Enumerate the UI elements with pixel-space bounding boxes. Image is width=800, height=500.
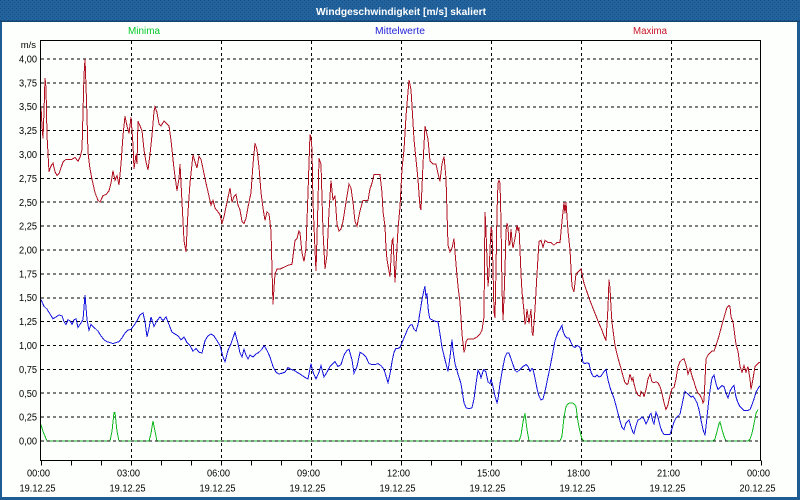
- svg-text:3,50: 3,50: [19, 102, 37, 113]
- svg-text:00:00: 00:00: [27, 469, 50, 480]
- svg-text:3,75: 3,75: [19, 78, 37, 89]
- svg-text:19.12.25: 19.12.25: [290, 484, 326, 495]
- svg-text:06:00: 06:00: [207, 469, 230, 480]
- svg-text:0,75: 0,75: [19, 365, 37, 376]
- svg-text:Windgeschwindigkeit [m/s] skal: Windgeschwindigkeit [m/s] skaliert: [316, 6, 486, 18]
- svg-text:03:00: 03:00: [117, 469, 140, 480]
- svg-text:09:00: 09:00: [297, 469, 320, 480]
- svg-text:Minima: Minima: [128, 26, 160, 37]
- svg-text:21:00: 21:00: [657, 469, 680, 480]
- svg-text:19.12.25: 19.12.25: [470, 484, 506, 495]
- svg-text:0,25: 0,25: [19, 413, 37, 424]
- svg-text:19.12.25: 19.12.25: [380, 484, 416, 495]
- svg-text:1,75: 1,75: [19, 269, 37, 280]
- svg-text:Mittelwerte: Mittelwerte: [375, 26, 425, 37]
- svg-text:1,50: 1,50: [19, 293, 37, 304]
- svg-text:1,00: 1,00: [19, 341, 37, 352]
- svg-text:12:00: 12:00: [387, 469, 410, 480]
- svg-text:0,00: 0,00: [19, 437, 37, 448]
- svg-text:3,00: 3,00: [19, 150, 37, 161]
- svg-text:4,00: 4,00: [19, 55, 37, 66]
- svg-text:19.12.25: 19.12.25: [110, 484, 146, 495]
- svg-text:2,75: 2,75: [19, 174, 37, 185]
- svg-text:2,25: 2,25: [19, 222, 37, 233]
- svg-text:2,00: 2,00: [19, 246, 37, 257]
- svg-text:19.12.25: 19.12.25: [20, 484, 56, 495]
- svg-text:2,50: 2,50: [19, 198, 37, 209]
- svg-text:18:00: 18:00: [567, 469, 590, 480]
- svg-text:0,50: 0,50: [19, 389, 37, 400]
- svg-text:1,25: 1,25: [19, 317, 37, 328]
- svg-text:00:00: 00:00: [747, 469, 770, 480]
- svg-text:15:00: 15:00: [477, 469, 500, 480]
- svg-text:19.12.25: 19.12.25: [200, 484, 236, 495]
- svg-text:19.12.25: 19.12.25: [560, 484, 596, 495]
- svg-text:m/s: m/s: [21, 40, 37, 51]
- svg-text:Maxima: Maxima: [633, 26, 667, 37]
- svg-text:20.12.25: 20.12.25: [740, 484, 776, 495]
- svg-text:3,25: 3,25: [19, 126, 37, 137]
- svg-text:19.12.25: 19.12.25: [650, 484, 686, 495]
